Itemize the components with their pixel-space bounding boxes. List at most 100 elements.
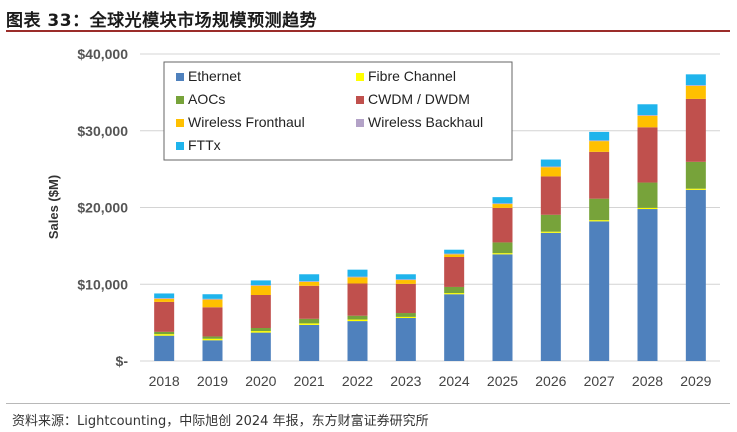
bar-segment-fibre-channel-2027 xyxy=(589,220,610,222)
bar-segment-wireless-backhaul-2021 xyxy=(299,281,320,282)
bar-segment-fttx-2026 xyxy=(540,159,561,167)
bar-segment-fttx-2027 xyxy=(589,131,610,141)
bar-segment-aocs-2023 xyxy=(395,313,416,317)
legend-box xyxy=(163,61,513,161)
bar-segment-wireless-backhaul-2029 xyxy=(685,85,706,86)
bar-segment-aocs-2024 xyxy=(444,286,465,294)
bar-segment-wireless-fronthaul-2022 xyxy=(347,277,368,284)
x-tick-label: 2025 xyxy=(487,373,518,389)
x-tick-label: 2026 xyxy=(535,373,566,389)
bar-segment-fttx-2029 xyxy=(685,74,706,86)
bar-segment-aocs-2021 xyxy=(299,318,320,324)
legend-swatch xyxy=(176,119,184,127)
bar-segment-wireless-backhaul-2020 xyxy=(250,285,271,286)
bar-segment-fttx-2024 xyxy=(444,249,465,254)
bar-segment-fibre-channel-2022 xyxy=(347,319,368,322)
bar-segment-ethernet-2029 xyxy=(685,189,706,361)
bar-segment-fibre-channel-2025 xyxy=(492,253,513,255)
bar-segment-cwdm-dwdm-2019 xyxy=(202,307,223,337)
bar-segment-cwdm-dwdm-2018 xyxy=(154,301,175,332)
legend-swatch xyxy=(356,96,364,104)
bar-segment-cwdm-dwdm-2026 xyxy=(540,176,561,215)
bar-segment-fibre-channel-2026 xyxy=(540,231,561,233)
bar-segment-wireless-fronthaul-2019 xyxy=(202,299,223,308)
bar-segment-ethernet-2023 xyxy=(395,318,416,361)
bar-segment-aocs-2028 xyxy=(637,182,658,208)
legend-swatch xyxy=(176,142,184,150)
bar-segment-wireless-fronthaul-2018 xyxy=(154,298,175,302)
bar-segment-wireless-backhaul-2027 xyxy=(589,140,610,142)
bar-segment-ethernet-2024 xyxy=(444,294,465,361)
legend-swatch xyxy=(176,73,184,81)
bar-segment-ethernet-2025 xyxy=(492,254,513,361)
bar-segment-fttx-2018 xyxy=(154,293,175,299)
legend-label: Ethernet xyxy=(188,68,241,84)
bar-segment-aocs-2022 xyxy=(347,315,368,320)
bar-segment-wireless-backhaul-2022 xyxy=(347,276,368,278)
y-tick-label: $20,000 xyxy=(77,200,128,216)
legend-label: Wireless Fronthaul xyxy=(188,114,305,130)
legend-swatch xyxy=(356,119,364,127)
bar-segment-fibre-channel-2018 xyxy=(154,334,175,336)
bar-segment-cwdm-dwdm-2023 xyxy=(395,283,416,314)
bar-segment-wireless-fronthaul-2028 xyxy=(637,115,658,128)
legend-swatch xyxy=(356,73,364,81)
bar-segment-ethernet-2026 xyxy=(540,232,561,361)
bar-segment-aocs-2019 xyxy=(202,336,223,339)
legend-label: Wireless Backhaul xyxy=(368,114,483,130)
bar-segment-cwdm-dwdm-2028 xyxy=(637,127,658,183)
bar-segment-cwdm-dwdm-2029 xyxy=(685,98,706,162)
bar-segment-fttx-2020 xyxy=(250,280,271,286)
bar-segment-wireless-backhaul-2019 xyxy=(202,298,223,300)
source-note: 资料来源：Lightcounting，中际旭创 2024 年报，东方财富证券研究… xyxy=(12,414,429,429)
bar-segment-wireless-fronthaul-2026 xyxy=(540,167,561,177)
bar-segment-fibre-channel-2028 xyxy=(637,207,658,210)
bar-segment-ethernet-2028 xyxy=(637,209,658,361)
x-tick-label: 2019 xyxy=(197,373,228,389)
bar-segment-ethernet-2027 xyxy=(589,221,610,361)
x-tick-label: 2028 xyxy=(632,373,663,389)
bar-segment-fibre-channel-2021 xyxy=(299,323,320,325)
y-tick-label: $40,000 xyxy=(77,46,128,62)
x-tick-label: 2020 xyxy=(245,373,276,389)
legend-label: FTTx xyxy=(188,137,221,153)
bars xyxy=(154,74,706,361)
bar-segment-wireless-fronthaul-2023 xyxy=(395,280,416,284)
bar-segment-cwdm-dwdm-2022 xyxy=(347,283,368,316)
legend: Ethernet Fibre Channel AOCs CWDM / DWDM Wire… xyxy=(163,61,513,161)
x-tick-labels: 2018 2019 2020 2021 2022 2023 2024 2025 2026 2027… xyxy=(149,373,712,389)
bar-segment-wireless-backhaul-2028 xyxy=(637,115,658,116)
x-tick-label: 2027 xyxy=(584,373,615,389)
bar-segment-ethernet-2019 xyxy=(202,340,223,361)
y-tick-label: $30,000 xyxy=(77,123,128,139)
legend-swatch xyxy=(176,96,184,104)
legend-label: AOCs xyxy=(188,91,225,107)
bar-segment-wireless-backhaul-2023 xyxy=(395,279,416,281)
bar-segment-cwdm-dwdm-2021 xyxy=(299,285,320,319)
bar-segment-wireless-fronthaul-2029 xyxy=(685,85,706,99)
bar-segment-aocs-2027 xyxy=(589,198,610,221)
x-tick-label: 2021 xyxy=(294,373,325,389)
bar-segment-fttx-2022 xyxy=(347,269,368,277)
legend-label: Fibre Channel xyxy=(368,68,456,84)
bar-segment-wireless-backhaul-2025 xyxy=(492,203,513,205)
bar-segment-cwdm-dwdm-2027 xyxy=(589,151,610,199)
bar-segment-ethernet-2022 xyxy=(347,321,368,361)
legend-label: CWDM / DWDM xyxy=(368,91,470,107)
bar-segment-aocs-2018 xyxy=(154,331,175,335)
bar-segment-aocs-2025 xyxy=(492,242,513,254)
bar-segment-fibre-channel-2023 xyxy=(395,316,416,319)
bar-segment-ethernet-2020 xyxy=(250,332,271,361)
bar-segment-ethernet-2018 xyxy=(154,335,175,361)
y-tick-label: $- xyxy=(116,353,129,369)
bar-segment-fibre-channel-2020 xyxy=(250,331,271,333)
bar-segment-fibre-channel-2029 xyxy=(685,188,706,190)
x-tick-label: 2029 xyxy=(680,373,711,389)
x-tick-label: 2022 xyxy=(342,373,373,389)
bar-segment-cwdm-dwdm-2024 xyxy=(444,257,465,287)
bar-segment-aocs-2026 xyxy=(540,214,561,232)
bar-segment-fttx-2023 xyxy=(395,274,416,280)
bar-segment-wireless-fronthaul-2024 xyxy=(444,254,465,258)
y-tick-labels: $- $10,000 $20,000 $30,000 $40,000 xyxy=(77,46,128,369)
